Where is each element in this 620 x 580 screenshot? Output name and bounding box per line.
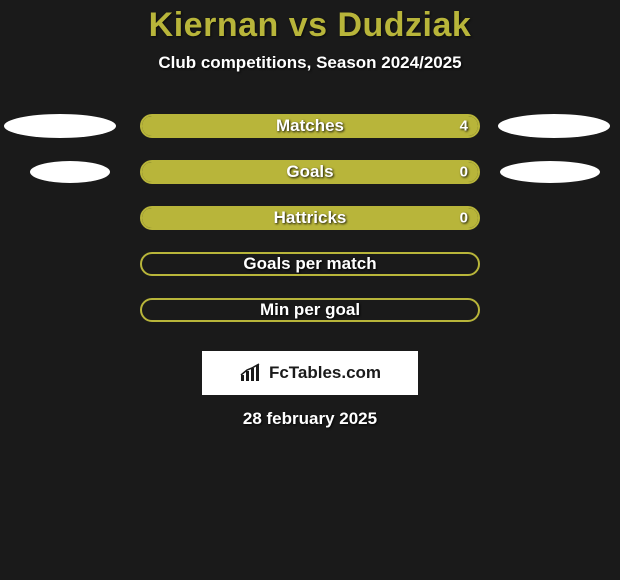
stat-row: Min per goal	[0, 287, 620, 333]
stat-row: Goals 0	[0, 149, 620, 195]
stat-row: Hattricks 0	[0, 195, 620, 241]
player1-marker	[30, 161, 110, 183]
stat-value: 4	[460, 118, 468, 135]
logo: FcTables.com	[239, 363, 381, 383]
comparison-infographic: Kiernan vs Dudziak Club competitions, Se…	[0, 0, 620, 580]
stat-value: 0	[460, 164, 468, 181]
stat-row: Goals per match	[0, 241, 620, 287]
stat-bar: Goals per match	[140, 252, 480, 276]
page-subtitle: Club competitions, Season 2024/2025	[0, 53, 620, 73]
player1-marker	[4, 114, 116, 138]
stat-bar: Goals 0	[140, 160, 480, 184]
player2-marker	[500, 161, 600, 183]
date-label: 28 february 2025	[0, 409, 620, 429]
stat-label: Hattricks	[274, 208, 347, 228]
player2-marker	[498, 114, 610, 138]
stat-label: Matches	[276, 116, 344, 136]
stat-label: Min per goal	[260, 300, 360, 320]
stat-bar: Matches 4	[140, 114, 480, 138]
logo-box: FcTables.com	[202, 351, 418, 395]
stat-row: Matches 4	[0, 103, 620, 149]
stat-rows: Matches 4 Goals 0 Hattricks 0 Goals per match M…	[0, 103, 620, 333]
stat-bar: Min per goal	[140, 298, 480, 322]
stat-label: Goals per match	[243, 254, 376, 274]
bar-chart-icon	[239, 363, 265, 383]
page-title: Kiernan vs Dudziak	[0, 6, 620, 45]
stat-value: 0	[460, 210, 468, 227]
stat-label: Goals	[286, 162, 333, 182]
stat-bar: Hattricks 0	[140, 206, 480, 230]
logo-text: FcTables.com	[269, 363, 381, 383]
